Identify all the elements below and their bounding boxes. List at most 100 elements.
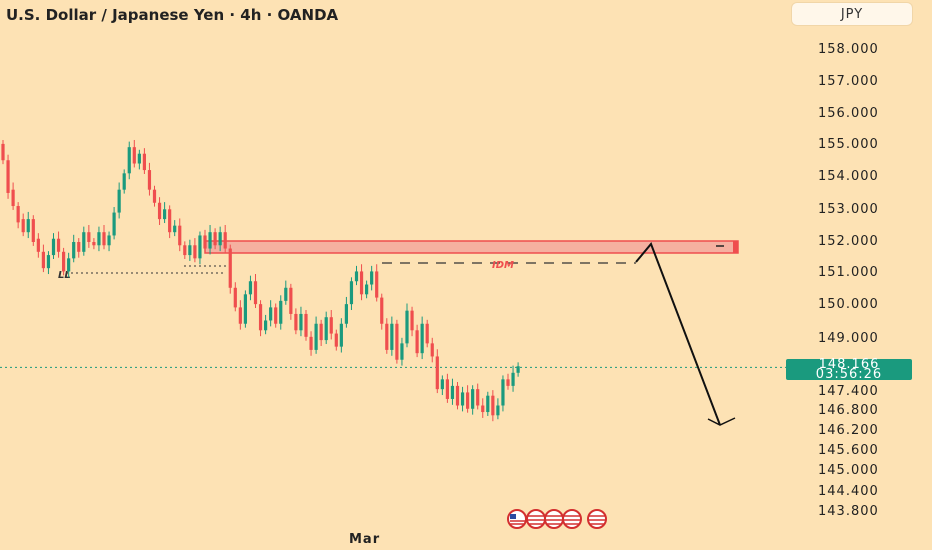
candle[interactable] — [152, 189, 157, 203]
candle[interactable] — [289, 287, 293, 314]
candle[interactable] — [269, 307, 273, 321]
candle[interactable] — [344, 304, 348, 324]
candle[interactable] — [476, 389, 480, 406]
candle[interactable] — [506, 379, 510, 386]
economic-events-icon[interactable] — [507, 509, 607, 529]
candle[interactable] — [163, 209, 167, 220]
candle[interactable] — [445, 379, 449, 399]
candle[interactable] — [223, 232, 227, 249]
candle[interactable] — [349, 281, 354, 305]
candle[interactable] — [375, 271, 379, 298]
candle[interactable] — [168, 209, 172, 233]
candle[interactable] — [299, 313, 303, 331]
candle[interactable] — [1, 143, 5, 161]
candle[interactable] — [248, 281, 253, 295]
candle[interactable] — [405, 310, 409, 344]
current-price-label[interactable]: 148.166 03:56:26 — [786, 358, 912, 381]
candle[interactable] — [385, 323, 389, 350]
candle[interactable] — [450, 385, 455, 399]
candle[interactable] — [420, 323, 424, 354]
candle[interactable] — [56, 238, 61, 252]
candle[interactable] — [157, 202, 162, 220]
candle[interactable] — [354, 271, 359, 282]
candle[interactable] — [319, 323, 323, 341]
candle[interactable] — [183, 245, 187, 256]
candle[interactable] — [471, 389, 475, 409]
candle[interactable] — [238, 307, 242, 324]
candle[interactable] — [173, 225, 177, 233]
candle[interactable] — [147, 170, 152, 190]
candle[interactable] — [198, 235, 202, 259]
candle[interactable] — [274, 307, 278, 324]
candle[interactable] — [264, 320, 268, 331]
candle[interactable] — [233, 287, 237, 308]
candle[interactable] — [77, 242, 81, 252]
candle[interactable] — [334, 333, 338, 347]
candle[interactable] — [178, 225, 182, 246]
candle[interactable] — [46, 255, 51, 269]
candle[interactable] — [82, 232, 86, 252]
price-axis[interactable]: 158.000 157.000 156.000 155.000 154.000 153.0… — [818, 42, 879, 519]
candle[interactable] — [117, 189, 121, 213]
candle[interactable] — [11, 189, 15, 207]
candle[interactable] — [440, 379, 444, 390]
candle[interactable] — [279, 300, 283, 324]
candle[interactable] — [41, 251, 45, 269]
candle[interactable] — [188, 245, 192, 256]
candle[interactable] — [218, 232, 222, 246]
candle[interactable] — [97, 232, 101, 246]
candle[interactable] — [72, 242, 76, 259]
candle[interactable] — [36, 238, 40, 252]
candle[interactable] — [309, 336, 313, 350]
candle[interactable] — [491, 395, 495, 416]
candle[interactable] — [213, 232, 217, 246]
candle[interactable] — [112, 212, 116, 236]
candle[interactable] — [253, 281, 258, 305]
candle[interactable] — [410, 310, 414, 331]
candle[interactable] — [370, 271, 374, 285]
candle[interactable] — [62, 251, 66, 272]
candle[interactable] — [395, 323, 399, 360]
candle[interactable] — [16, 206, 20, 223]
candle[interactable] — [6, 160, 10, 193]
candle[interactable] — [324, 317, 328, 341]
candle[interactable] — [67, 258, 71, 272]
candle[interactable] — [365, 284, 369, 295]
candle[interactable] — [258, 304, 263, 331]
candle[interactable] — [142, 153, 146, 171]
candle[interactable] — [329, 317, 333, 334]
candle[interactable] — [390, 323, 394, 350]
candle[interactable] — [339, 323, 343, 347]
candle[interactable] — [284, 287, 288, 301]
candle[interactable] — [415, 330, 419, 354]
candle[interactable] — [435, 356, 439, 390]
candle[interactable] — [380, 297, 384, 324]
candle[interactable] — [51, 238, 56, 256]
candle[interactable] — [466, 392, 470, 409]
candle[interactable] — [486, 395, 490, 413]
candle[interactable] — [228, 248, 232, 288]
candle[interactable] — [92, 242, 96, 246]
candle[interactable] — [304, 313, 308, 337]
candle[interactable] — [87, 232, 91, 242]
candle[interactable] — [501, 379, 505, 406]
candle[interactable] — [511, 372, 515, 386]
candle[interactable] — [516, 366, 520, 373]
supply-zone[interactable] — [204, 240, 739, 254]
candle[interactable] — [455, 385, 460, 406]
candle[interactable] — [243, 294, 247, 324]
candle[interactable] — [425, 323, 429, 344]
candle[interactable] — [294, 313, 298, 331]
candle[interactable] — [127, 147, 131, 174]
candle[interactable] — [26, 219, 30, 233]
candle[interactable] — [21, 219, 25, 233]
candle[interactable] — [400, 343, 404, 360]
candle[interactable] — [359, 271, 364, 295]
projection-arrow[interactable] — [635, 242, 721, 426]
candle[interactable] — [481, 405, 485, 413]
currency-selector[interactable]: JPY — [792, 3, 912, 25]
candle[interactable] — [203, 235, 207, 249]
candle[interactable] — [31, 219, 35, 242]
candle[interactable] — [314, 323, 318, 350]
